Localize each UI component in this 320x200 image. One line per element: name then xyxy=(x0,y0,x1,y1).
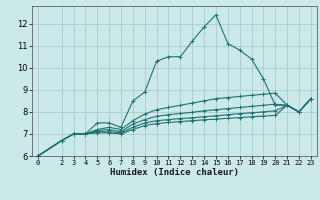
X-axis label: Humidex (Indice chaleur): Humidex (Indice chaleur) xyxy=(110,168,239,177)
